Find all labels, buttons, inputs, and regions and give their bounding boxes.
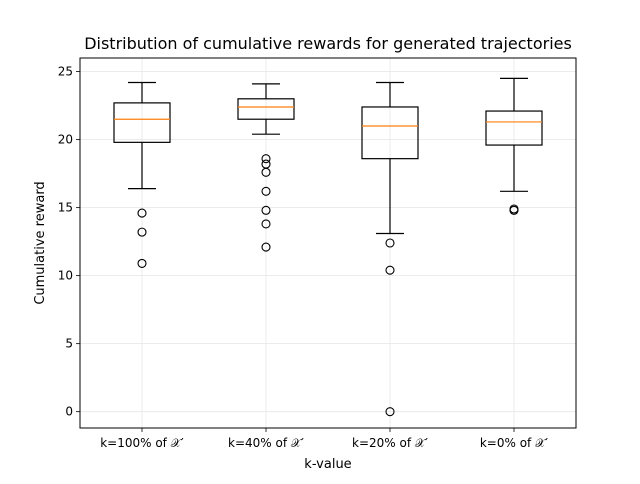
y-tick-label: 0 [65, 405, 73, 419]
outlier-point [137, 208, 147, 218]
y-tick-label: 5 [65, 337, 73, 351]
x-axis-label: k-value [304, 457, 351, 472]
y-axis-label: Cumulative reward [33, 181, 48, 304]
y-tick-label: 15 [58, 201, 73, 215]
y-tick-label: 20 [58, 133, 73, 147]
outlier-point [261, 242, 271, 252]
outlier-point [261, 205, 271, 215]
outlier-point [385, 238, 395, 248]
box-group [361, 81, 419, 417]
iqr-box [113, 102, 171, 143]
box-group [485, 77, 543, 215]
y-tick-label: 25 [58, 65, 73, 79]
outlier-point [261, 154, 271, 164]
x-tick-label: k=20% of 𝒳′ [352, 436, 428, 450]
outlier-point [137, 227, 147, 237]
y-tick-label: 10 [58, 269, 73, 283]
outlier-point [261, 219, 271, 229]
outlier-point [261, 167, 271, 177]
boxes [113, 77, 543, 417]
x-tick-label: k=100% of 𝒳′ [100, 436, 184, 450]
outlier-point [261, 186, 271, 196]
iqr-box [485, 110, 543, 146]
plot-frame [79, 57, 577, 429]
outlier-point [385, 265, 395, 275]
outlier-point [137, 258, 147, 268]
outlier-point [509, 205, 519, 215]
x-tick-label: k=0% of 𝒳′ [480, 436, 549, 450]
axis-ticks: 0 5 10 15 20 25 k=100% of 𝒳′ k=40% of 𝒳′ k=20% o… [58, 65, 549, 450]
box-group [237, 83, 295, 252]
outlier-point [385, 407, 395, 417]
x-tick-label: k=40% of 𝒳′ [228, 436, 304, 450]
iqr-box [361, 106, 419, 160]
iqr-box [237, 98, 295, 120]
box-group [113, 81, 171, 268]
chart-title: Distribution of cumulative rewards for g… [84, 34, 572, 53]
